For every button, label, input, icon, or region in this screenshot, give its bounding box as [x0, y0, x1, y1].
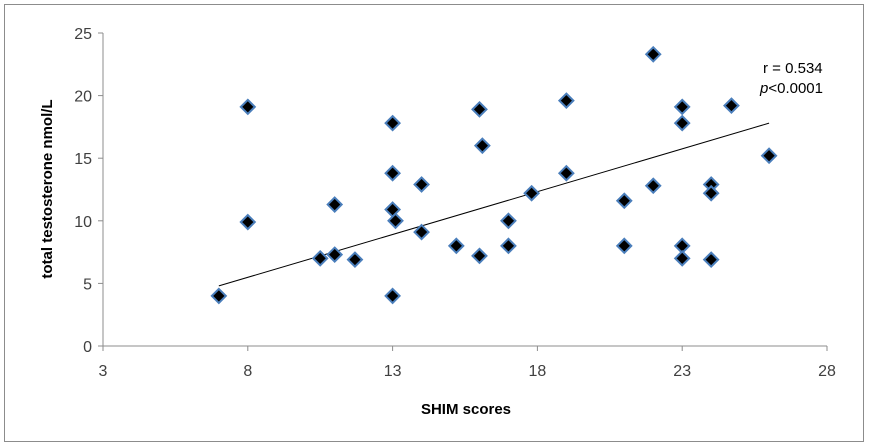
y-tick-label: 5	[83, 276, 92, 293]
data-point	[384, 114, 402, 132]
x-tick-label: 28	[818, 363, 836, 380]
data-point	[557, 92, 575, 110]
data-points	[210, 45, 778, 305]
data-point	[346, 251, 364, 269]
data-point	[447, 237, 465, 255]
chart-frame	[4, 4, 864, 442]
data-point	[384, 164, 402, 182]
data-point	[326, 246, 344, 264]
trendline	[218, 122, 770, 287]
data-point	[239, 213, 257, 231]
data-point	[615, 192, 633, 210]
y-axis-title: total testosterone nmol/L	[39, 99, 56, 278]
data-point	[500, 212, 517, 230]
data-point	[413, 223, 430, 241]
y-tick-label: 0	[83, 339, 92, 356]
data-point	[557, 164, 575, 182]
data-point	[523, 184, 541, 202]
data-point	[673, 114, 691, 132]
y-tick-label: 15	[74, 151, 92, 168]
data-point	[702, 251, 720, 269]
data-point	[702, 184, 720, 202]
y-tick-label: 10	[74, 214, 92, 231]
y-tick-label: 20	[74, 89, 92, 106]
p-italic: p	[759, 80, 768, 97]
x-tick-label: 8	[243, 363, 252, 380]
y-axis-ticks: 0 5 10 15 20 25	[74, 26, 103, 356]
data-point	[387, 212, 404, 230]
data-point	[723, 97, 740, 115]
data-point	[673, 249, 691, 267]
x-tick-label: 23	[673, 363, 691, 380]
p-value: <0.0001	[768, 80, 823, 97]
p-annotation: p<0.0001	[759, 80, 823, 97]
data-point	[384, 287, 402, 305]
data-point	[471, 100, 488, 118]
x-tick-label: 18	[529, 363, 547, 380]
data-point	[760, 147, 778, 165]
data-point	[326, 196, 344, 213]
data-point	[239, 98, 257, 116]
r-annotation: r = 0.534	[763, 60, 823, 77]
data-point	[413, 176, 430, 193]
x-tick-label: 13	[384, 363, 402, 380]
y-tick-label: 25	[74, 26, 92, 43]
data-point	[473, 137, 491, 155]
x-axis-title: SHIM scores	[421, 401, 511, 418]
data-point	[311, 249, 329, 267]
data-point	[673, 98, 691, 116]
data-point	[644, 177, 662, 195]
data-point	[210, 287, 228, 305]
data-point	[500, 237, 517, 255]
data-point	[644, 45, 662, 63]
x-axis-ticks: 3 8 13 18 23 28	[99, 346, 836, 380]
data-point	[615, 237, 633, 255]
data-point	[471, 247, 488, 265]
x-tick-label: 3	[99, 363, 108, 380]
